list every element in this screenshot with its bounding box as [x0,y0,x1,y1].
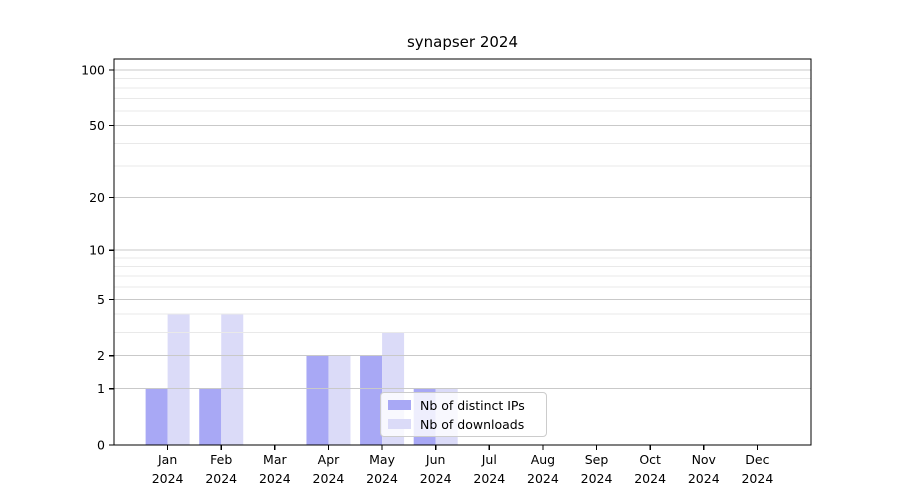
y-tick-label-10: 10 [89,243,105,258]
x-tick-label-year-jul: 2024 [473,471,505,486]
x-tick-label-year-sep: 2024 [581,471,613,486]
bar-distinct-ips-jan [145,388,168,445]
x-tick-label-month-oct: Oct [639,452,661,467]
bar-downloads-apr [328,355,351,445]
x-tick-label-month-dec: Dec [745,452,769,467]
legend-label-distinct-ips: Nb of distinct IPs [420,397,525,413]
x-tick-label-month-mar: Mar [263,452,287,467]
x-tick-label-year-nov: 2024 [688,471,720,486]
x-tick-label-month-apr: Apr [318,452,340,467]
x-tick-label-year-mar: 2024 [259,471,291,486]
y-tick-label-1: 1 [97,381,105,396]
y-tick-label-5: 5 [97,292,105,307]
legend-swatch-downloads-icon [388,419,411,429]
x-tick-label-year-dec: 2024 [741,471,773,486]
x-tick-label-month-jul: Jul [481,452,497,467]
x-tick-label-year-may: 2024 [366,471,398,486]
y-tick-label-100: 100 [81,63,105,78]
x-tick-label-year-aug: 2024 [527,471,559,486]
x-tick-label-month-nov: Nov [692,452,717,467]
x-tick-label-year-feb: 2024 [205,471,237,486]
x-tick-label-month-sep: Sep [585,452,609,467]
x-tick-label-month-feb: Feb [210,452,232,467]
legend-item-downloads: Nb of downloads [388,417,538,432]
bar-distinct-ips-may [360,355,383,445]
x-tick-label-month-aug: Aug [531,452,555,467]
x-tick-label-month-may: May [369,452,395,467]
y-tick-label-0: 0 [97,438,105,453]
bar-downloads-jan [167,314,190,445]
x-tick-label-year-jun: 2024 [420,471,452,486]
legend-item-distinct-ips: Nb of distinct IPs [388,398,538,413]
x-tick-label-month-jan: Jan [157,452,177,467]
y-tick-label-20: 20 [89,190,105,205]
x-tick-label-year-jan: 2024 [152,471,184,486]
x-tick-label-year-oct: 2024 [634,471,666,486]
legend-label-downloads: Nb of downloads [420,416,525,432]
bar-distinct-ips-apr [306,355,329,445]
legend: Nb of distinct IPs Nb of downloads [380,392,547,437]
x-tick-label-month-jun: Jun [425,452,446,467]
chart-title: synapser 2024 [406,33,519,51]
bar-downloads-feb [221,314,244,445]
legend-swatch-distinct-ips-icon [388,400,411,410]
x-tick-label-year-apr: 2024 [313,471,345,486]
y-tick-label-50: 50 [89,118,105,133]
bar-distinct-ips-feb [199,388,222,445]
axes-spines [113,58,812,446]
y-tick-label-2: 2 [97,348,105,363]
